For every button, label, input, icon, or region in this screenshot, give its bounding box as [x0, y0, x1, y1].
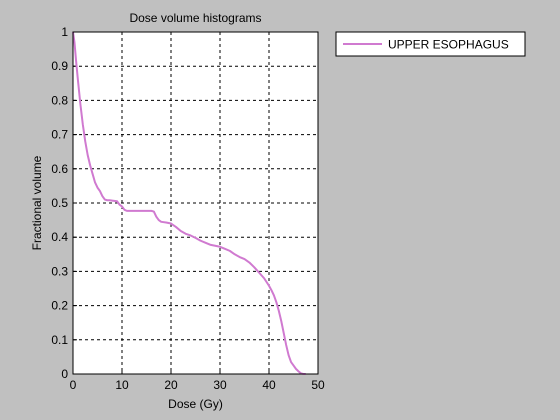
y-tick-label: 0.5	[51, 196, 68, 210]
y-tick-label: 0	[61, 367, 68, 381]
x-tick-label: 30	[213, 378, 227, 392]
y-tick-label: 0.8	[51, 93, 68, 107]
y-tick-label: 0.3	[51, 264, 68, 278]
y-tick-label: 0.4	[51, 230, 68, 244]
series-line-0	[72, 31, 306, 375]
y-axis-label: Fractional volume	[30, 155, 44, 250]
x-tick-label: 20	[164, 378, 178, 392]
y-tick-label: 0.2	[51, 299, 68, 313]
y-tick-label: 0.9	[51, 59, 68, 73]
series-lines	[72, 31, 306, 375]
x-tick-label: 10	[115, 378, 129, 392]
x-tick-label: 40	[262, 378, 276, 392]
y-tick-label: 0.1	[51, 333, 68, 347]
y-tick-labels: 0 0.1 0.2 0.3 0.4 0.5 0.6 0.7 0.8 0.9 1	[51, 25, 68, 381]
y-tick-label: 1	[61, 25, 68, 39]
y-tick-label: 0.7	[51, 128, 68, 142]
y-tick-label: 0.6	[51, 162, 68, 176]
x-axis-label: Dose (Gy)	[168, 397, 223, 411]
legend[interactable]: UPPER ESOPHAGUS	[335, 31, 526, 57]
x-tick-label: 0	[70, 378, 77, 392]
x-tick-label: 50	[311, 378, 325, 392]
legend-label: UPPER ESOPHAGUS	[388, 38, 509, 52]
plot-frame	[72, 31, 319, 375]
chart-title: Dose volume histograms	[129, 11, 261, 25]
x-tick-labels: 0 10 20 30 40 50	[70, 378, 325, 392]
